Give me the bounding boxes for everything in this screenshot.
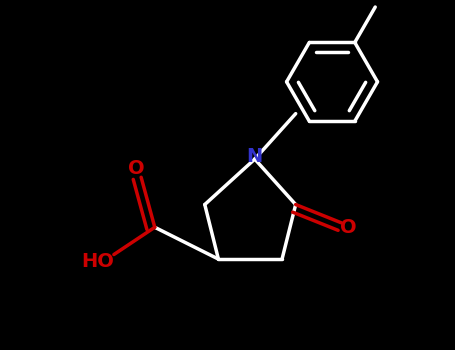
Text: O: O (339, 218, 356, 237)
Text: N: N (247, 147, 263, 166)
Text: O: O (128, 159, 145, 178)
Text: HO: HO (81, 252, 114, 271)
